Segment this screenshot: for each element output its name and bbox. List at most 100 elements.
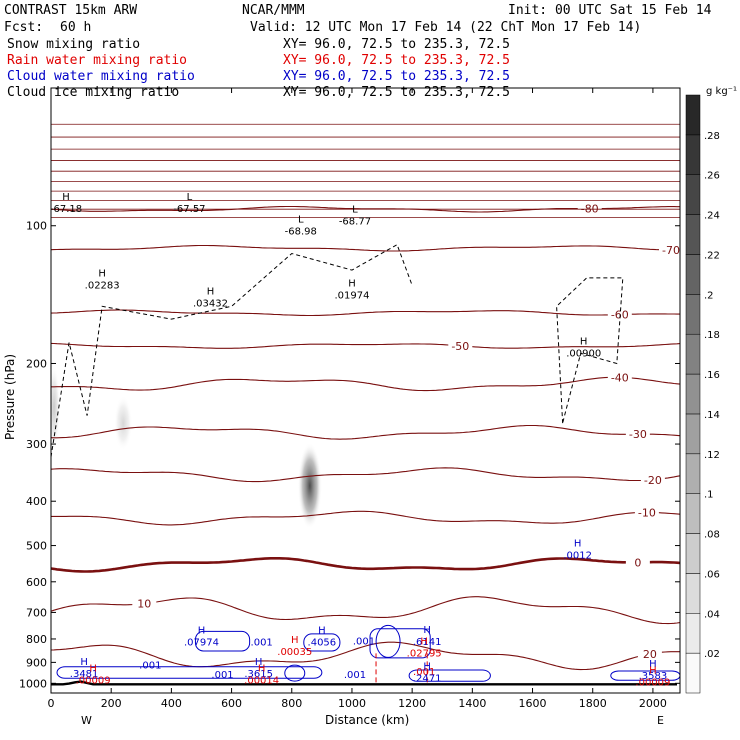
colorbar: .02 .04 .06 .08 .1 .12 .14 .16 .18 .2 .22 .24 .26 .28 (685, 94, 720, 694)
extremum-marker-15: H (420, 636, 428, 647)
temp-label-bg--50 (448, 339, 473, 352)
extremum-value-22: .001 (344, 670, 366, 681)
colorbar-tick-label: .14 (704, 410, 720, 421)
temp-contour--10 (51, 510, 680, 526)
extremum-value-6: -68.98 (285, 227, 317, 238)
cloud-water-contour-2 (369, 628, 431, 659)
extremum-marker-9: H (198, 626, 206, 637)
temp-label--40: -40 (611, 371, 629, 384)
cloud-ice-contour-2 (556, 277, 624, 424)
extremum-marker-21: H (258, 663, 266, 674)
y-tick-label: 600 (26, 576, 47, 589)
extremum-value-24: .2471 (413, 673, 442, 684)
extremum-value-16: .001 (139, 661, 161, 672)
extremum-value-17: .3481 (70, 669, 99, 680)
extremum-marker-14: H (291, 635, 299, 646)
valid-label: Valid: 12 UTC Mon 17 Feb 14 (22 ChT Mon … (250, 20, 641, 35)
extremum-value-12: .001 (353, 636, 375, 647)
temp-contour--20 (51, 467, 680, 483)
temp-label-10: 10 (137, 598, 151, 611)
snow-blob-1 (114, 395, 133, 451)
temp-label-20: 20 (643, 648, 657, 661)
field-name-2: Cloud water mixing ratio (7, 69, 195, 84)
colorbar-swatch-3 (685, 533, 701, 574)
temp-label--50: -50 (451, 340, 469, 353)
colorbar-tick-label: .24 (704, 211, 720, 222)
extremum-marker-20: H (255, 657, 263, 668)
x-tick-label: 2000 (639, 697, 667, 710)
model-title: CONTRAST 15km ARW (4, 3, 137, 18)
surface-line (51, 680, 677, 686)
extremum-value-23: .001 (413, 667, 435, 678)
extremum-marker-13: H (423, 625, 431, 636)
colorbar-tick-label: .04 (704, 609, 720, 620)
extremum-value-0: .02283 (85, 280, 120, 291)
extremum-marker-18: H (89, 663, 97, 674)
extremum-marker-17: H (80, 657, 88, 668)
extremum-value-15: .02795 (407, 648, 442, 659)
temp-label--30: -30 (629, 428, 647, 441)
y-tick-label: 300 (26, 438, 47, 451)
east-label: E (657, 714, 664, 727)
extremum-value-10: .001 (251, 638, 273, 649)
colorbar-tick-label: .2 (704, 290, 714, 301)
temp-label-0: 0 (634, 556, 641, 569)
colorbar-tick-label: .08 (704, 530, 720, 541)
x-tick-label: 1400 (458, 697, 486, 710)
extremum-marker-7: L (352, 205, 358, 216)
field-name-1: Rain water mixing ratio (7, 53, 187, 68)
extremum-marker-11: H (318, 626, 326, 637)
colorbar-tick-label: .28 (704, 131, 720, 142)
colorbar-swatch-4 (685, 493, 701, 534)
field-xy-3: XY= 96.0, 72.5 to 235.3, 72.5 (283, 85, 510, 100)
temp-label-bg-20 (637, 647, 662, 660)
extremum-value-11: .4056 (308, 638, 337, 649)
extremum-marker-0: H (98, 268, 106, 279)
field-xy-1: XY= 96.0, 72.5 to 235.3, 72.5 (283, 53, 510, 68)
temp-label-bg-10 (132, 597, 157, 610)
temp-label-bg-0 (625, 556, 650, 569)
colorbar-unit: g kg⁻¹ (706, 86, 737, 97)
colorbar-swatch-1 (685, 613, 701, 654)
temp-label-bg--70 (658, 244, 680, 257)
extremum-value-9: .07974 (184, 638, 219, 649)
cloud-water-contour-1 (303, 633, 341, 652)
extremum-value-3: .00900 (566, 348, 601, 359)
field-xy-0: XY= 96.0, 72.5 to 235.3, 72.5 (283, 37, 510, 52)
colorbar-swatch-10 (685, 254, 701, 295)
y-tick-label: 400 (26, 495, 47, 508)
init-label: Init: 00 UTC Sat 15 Feb 14 (508, 3, 712, 18)
y-tick-label: 100 (26, 220, 47, 233)
temp-label-bg--10 (634, 506, 659, 519)
extremum-marker-1: H (207, 287, 215, 298)
colorbar-swatch-11 (685, 214, 701, 255)
extremum-value-26: .00009 (635, 677, 670, 688)
y-tick-label: 900 (26, 656, 47, 669)
temp-label-bg--30 (625, 428, 650, 441)
x-tick-label: 0 (48, 697, 55, 710)
temp-contour-20 (51, 641, 680, 671)
fcst-value: 60 h (60, 20, 91, 35)
extremum-value-25: .3583 (639, 671, 668, 682)
cloud-ice-contour (51, 243, 413, 457)
cloud-water-contour-3 (56, 666, 323, 679)
cloud-water-contour-5 (610, 670, 680, 681)
colorbar-tick-label: .02 (704, 649, 720, 660)
colorbar-swatch-2 (685, 573, 701, 614)
extremum-marker-6: L (298, 215, 304, 226)
extremum-value-1: .03432 (193, 299, 228, 310)
y-tick-label: 1000 (19, 677, 47, 690)
extremum-marker-4: H (62, 192, 70, 203)
colorbar-swatch-9 (685, 294, 701, 335)
cloud-water-core (375, 624, 401, 658)
extremum-value-8: .0012 (563, 550, 592, 561)
y-axis-label: Pressure (hPa) (3, 354, 17, 440)
extremum-value-5: -67.57 (173, 204, 205, 215)
extremum-marker-5: L (187, 192, 193, 203)
temp-contour--30 (51, 424, 680, 440)
x-tick-label: 200 (101, 697, 122, 710)
field-legend: Snow mixing ratio XY= 96.0, 72.5 to 235.3… (7, 37, 510, 100)
extremum-value-21: .00014 (244, 675, 279, 686)
colorbar-tick-label: .22 (704, 250, 720, 261)
